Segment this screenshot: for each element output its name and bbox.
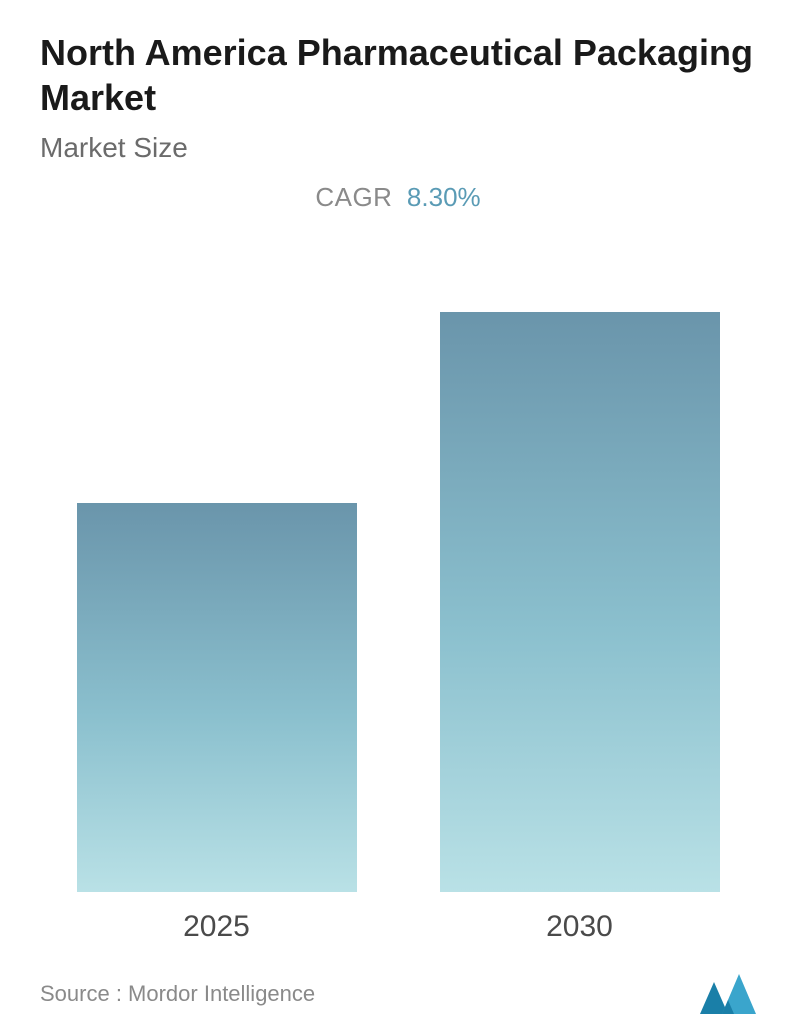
bar-group-1: 2030 xyxy=(433,263,726,944)
bar-group-0: 2025 xyxy=(70,263,363,944)
chart-subtitle: Market Size xyxy=(40,132,756,164)
mordor-logo-icon xyxy=(700,974,756,1014)
chart-plot-area: 2025 2030 xyxy=(40,243,756,944)
cagr-row: CAGR 8.30% xyxy=(40,182,756,213)
chart-footer: Source : Mordor Intelligence xyxy=(40,954,756,1014)
chart-container: North America Pharmaceutical Packaging M… xyxy=(0,0,796,1034)
source-text: Source : Mordor Intelligence xyxy=(40,981,315,1007)
bar-1 xyxy=(440,312,720,892)
bar-label-1: 2030 xyxy=(546,910,613,944)
cagr-label: CAGR xyxy=(315,182,392,212)
bar-0 xyxy=(77,503,357,892)
chart-title: North America Pharmaceutical Packaging M… xyxy=(40,30,756,120)
cagr-value: 8.30% xyxy=(407,182,481,212)
bar-label-0: 2025 xyxy=(183,910,250,944)
